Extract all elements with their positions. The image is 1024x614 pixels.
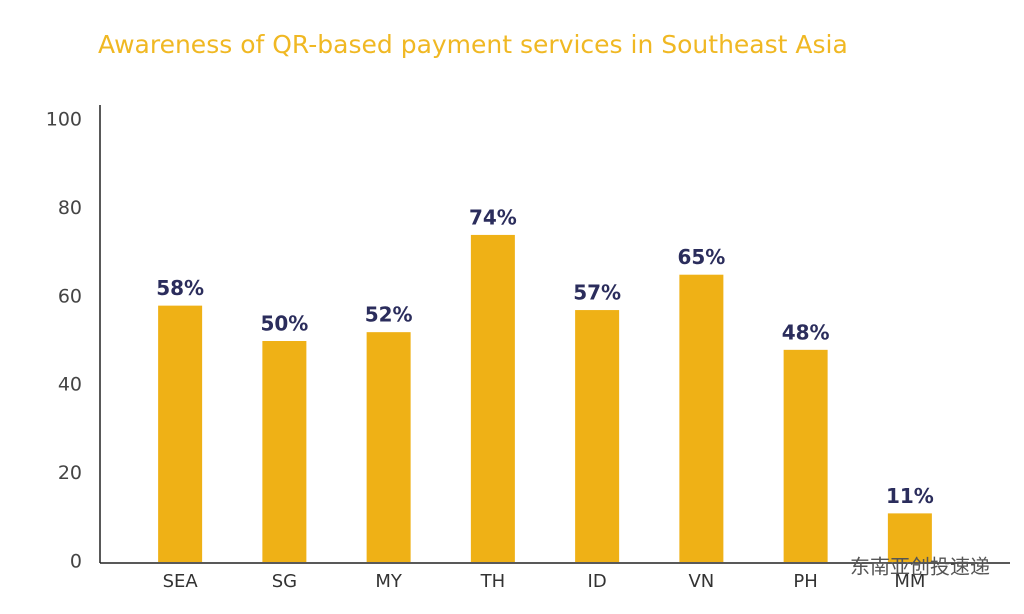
y-tick-label: 100 <box>46 109 82 131</box>
y-tick-label: 20 <box>58 462 82 484</box>
bar <box>679 274 724 562</box>
bar <box>158 305 203 562</box>
bar <box>366 332 411 562</box>
x-tick-label: SEA <box>163 571 199 592</box>
value-label: 11% <box>886 484 934 508</box>
x-tick-label: ID <box>588 571 607 592</box>
y-tick-label: 0 <box>70 551 82 573</box>
value-label: 74% <box>469 205 517 229</box>
x-tick-label: TH <box>480 571 506 592</box>
x-tick-label: MM <box>894 571 925 592</box>
x-tick-label: PH <box>793 571 817 592</box>
bar <box>887 513 932 562</box>
x-tick-label: SG <box>272 571 297 592</box>
bar <box>470 234 515 563</box>
y-tick-label: 80 <box>58 197 82 219</box>
watermark: 东南亚创投速递 <box>850 555 990 579</box>
bar <box>262 341 307 562</box>
bar <box>783 349 828 562</box>
value-label: 48% <box>782 320 830 344</box>
value-label: 65% <box>677 245 725 269</box>
value-label: 52% <box>365 303 413 327</box>
value-label: 58% <box>156 276 204 300</box>
chart-title: Awareness of QR-based payment services i… <box>98 30 848 59</box>
y-tick-label: 60 <box>58 285 82 307</box>
y-tick-label: 40 <box>58 374 82 396</box>
value-label: 50% <box>260 312 308 336</box>
bar <box>575 310 620 562</box>
plot: 0 20 40 60 80 100 SEA 58% SG 50% MY 52% TH 74% ID 57% VN… <box>46 109 934 593</box>
value-label: 57% <box>573 281 621 305</box>
x-tick-label: MY <box>375 571 403 592</box>
x-tick-label: VN <box>688 571 714 592</box>
